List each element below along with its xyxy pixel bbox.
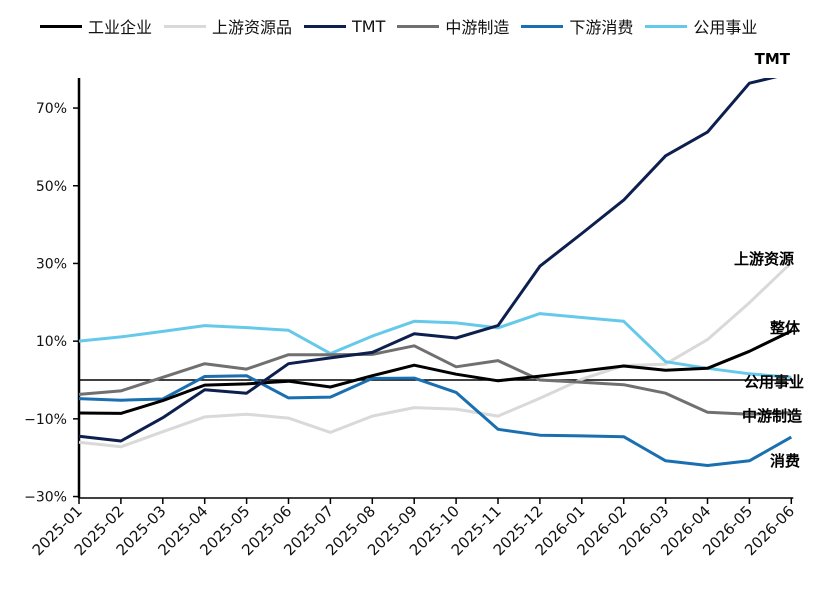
- legend-swatch: [645, 24, 688, 28]
- y-tick-label: 10%: [36, 334, 67, 350]
- legend-swatch: [521, 24, 564, 28]
- series-line-4: [78, 374, 793, 467]
- y-tick-label: −30%: [24, 490, 67, 506]
- legend-swatch: [40, 24, 82, 28]
- series-end-label: 消费: [770, 452, 800, 470]
- legend-item: 下游消费: [521, 14, 633, 38]
- legend: 工业企业 上游资源品 TMT 中游制造 下游消费 公用事业: [40, 14, 769, 38]
- series-end-label: 公用事业: [744, 373, 804, 391]
- series-line-1: [78, 261, 793, 449]
- legend-item: 公用事业: [645, 14, 757, 38]
- series-line-0: [78, 329, 792, 415]
- y-tick-label: 30%: [36, 256, 67, 272]
- legend-swatch: [304, 24, 347, 28]
- legend-item: TMT: [304, 17, 385, 36]
- series-line-2: [78, 78, 778, 443]
- legend-label: TMT: [352, 16, 386, 36]
- legend-item: 工业企业: [40, 14, 152, 38]
- legend-item: 中游制造: [397, 14, 509, 38]
- legend-label: 工业企业: [88, 18, 153, 37]
- legend-label: 中游制造: [445, 18, 510, 37]
- legend-label: 下游消费: [569, 18, 634, 37]
- legend-label: 上游资源品: [212, 18, 293, 37]
- series-lines: [78, 78, 793, 467]
- series-end-label: 中游制造: [742, 407, 802, 425]
- series-end-label: 上游资源: [734, 250, 794, 268]
- legend-item: 上游资源品: [164, 14, 292, 38]
- y-tick-label: −10%: [24, 412, 67, 428]
- legend-label: 公用事业: [693, 18, 758, 37]
- series-line-3: [78, 344, 792, 416]
- y-tick-label: 50%: [36, 179, 67, 195]
- series-line-5: [78, 312, 792, 379]
- series-end-label: 整体: [770, 319, 801, 337]
- series-end-label: TMT: [755, 50, 791, 68]
- legend-swatch: [164, 24, 207, 28]
- legend-swatch: [397, 24, 440, 28]
- y-tick-label: 70%: [36, 101, 67, 117]
